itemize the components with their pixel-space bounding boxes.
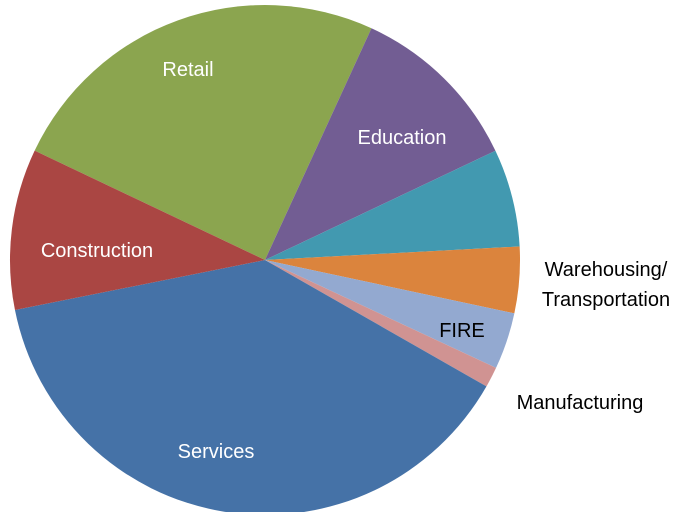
slice-label: Construction <box>40 240 154 262</box>
slice-label: Warehousing/ Transportation <box>541 259 671 311</box>
slice-label: FIRE <box>439 320 485 342</box>
slice <box>265 150 520 260</box>
slice-label: Services <box>177 441 255 463</box>
slice-label: Manufacturing <box>516 392 644 414</box>
slice <box>9 150 265 311</box>
slice <box>265 246 520 314</box>
slice-label: Retail <box>162 59 214 81</box>
slice <box>14 260 487 512</box>
slice <box>34 4 372 260</box>
slice <box>265 260 515 368</box>
slice <box>265 28 496 261</box>
slice-label: Education <box>357 127 447 149</box>
slice <box>265 260 497 387</box>
